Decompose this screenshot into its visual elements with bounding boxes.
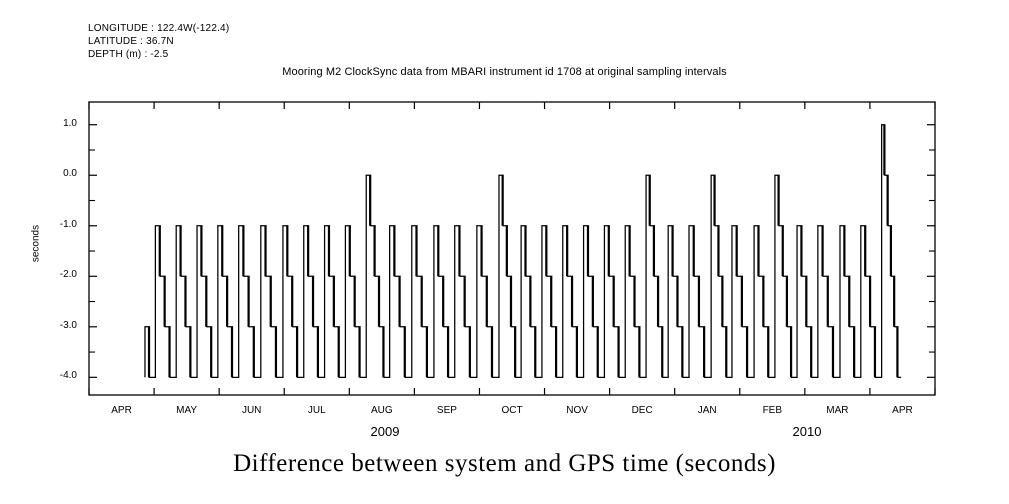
y-tick-label: -1.0	[59, 218, 77, 230]
longitude-text: LONGITUDE : 122.4W(-122.4)	[88, 23, 230, 34]
depth-text: DEPTH (m) : -2.5	[88, 49, 169, 60]
year-label-2010: 2010	[792, 424, 822, 439]
x-tick-label-jan-9: JAN	[697, 405, 717, 416]
x-tick-label-mar-11: MAR	[826, 405, 849, 416]
station-metadata: LONGITUDE : 122.4W(-122.4) LATITUDE : 36…	[88, 22, 229, 61]
axis-ticks	[88, 102, 936, 395]
y-tick-label: 0.0	[63, 168, 77, 180]
x-tick-label-nov-7: NOV	[566, 405, 588, 416]
y-tick-label: -4.0	[59, 370, 77, 382]
x-tick-label-sep-5: SEP	[436, 405, 457, 416]
plot-frame	[88, 101, 936, 396]
y-tick-label: -2.0	[59, 269, 77, 281]
x-tick-label-feb-10: FEB	[762, 405, 783, 416]
x-tick-label-may-1: MAY	[176, 405, 198, 416]
x-tick-label-dec-8: DEC	[631, 405, 653, 416]
latitude-text: LATITUDE : 36.7N	[88, 36, 174, 47]
x-tick-label-oct-6: OCT	[501, 405, 523, 416]
figure-caption: Difference between system and GPS time (…	[233, 450, 776, 477]
x-tick-label-jun-2: JUN	[241, 405, 262, 416]
x-tick-label-apr-12: APR	[892, 405, 913, 416]
x-tick-label-jul-3: JUL	[307, 405, 326, 416]
y-tick-label: -3.0	[59, 319, 77, 331]
data-trace	[144, 124, 902, 378]
x-tick-label-apr-0: APR	[111, 405, 132, 416]
x-tick-label-aug-4: AUG	[371, 405, 393, 416]
plot-title: Mooring M2 ClockSync data from MBARI ins…	[282, 66, 727, 78]
y-tick-label: 1.0	[63, 117, 77, 129]
year-label-2009: 2009	[370, 424, 400, 439]
